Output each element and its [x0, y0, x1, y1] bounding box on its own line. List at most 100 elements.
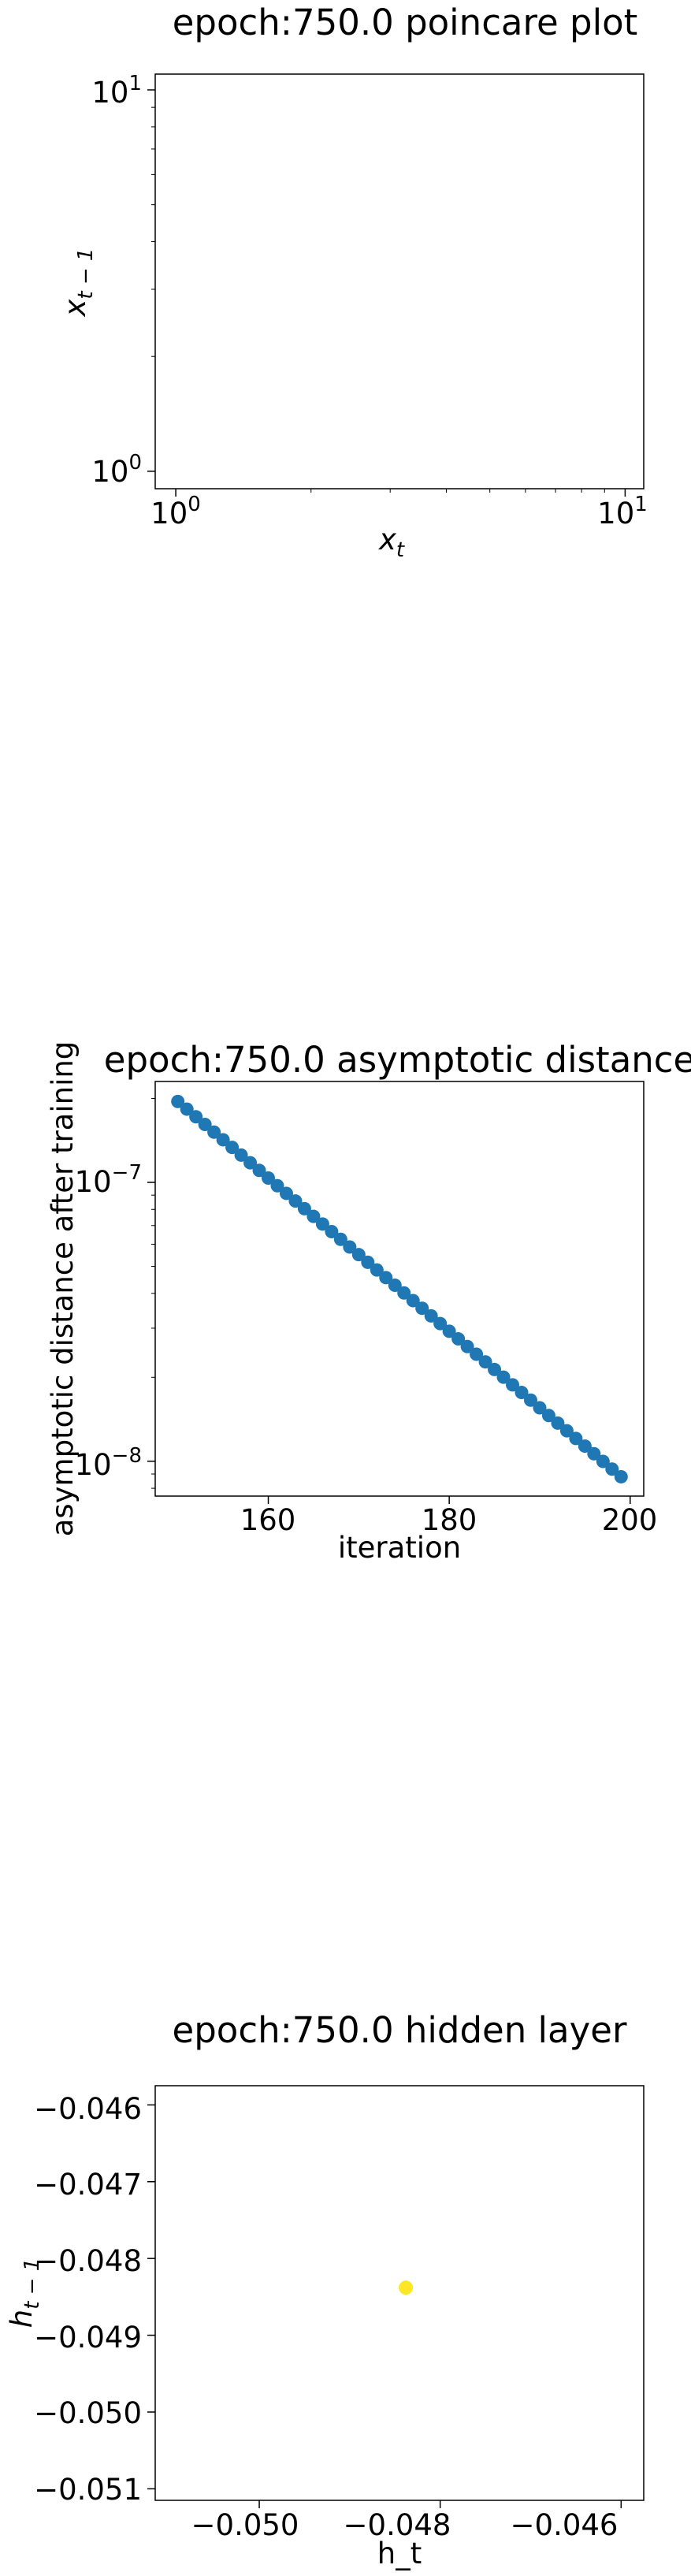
hidden-y-tick-label-5: −0.050	[34, 2396, 142, 2430]
asymptotic-title: epoch:750.0 asymptotic distance	[104, 1039, 691, 1081]
asymptotic-y-tick-label-1: 10−7	[75, 1161, 142, 1199]
asymptotic-point	[478, 1355, 492, 1369]
asymptotic-point	[523, 1393, 537, 1407]
asymptotic-point	[605, 1462, 619, 1476]
poincare-x-tick-2-base: 10	[597, 497, 634, 530]
asymptotic-point	[315, 1217, 329, 1231]
poincare-xlabel-sub: t	[396, 538, 405, 562]
asymptotic-point	[388, 1279, 402, 1293]
poincare-y-tick-1-base: 10	[91, 455, 128, 489]
asymptotic-point	[442, 1324, 456, 1338]
asymptotic-point	[234, 1148, 248, 1162]
asymptotic-y-tick-1-base: 10	[75, 1165, 112, 1199]
hidden-title: epoch:750.0 hidden layer	[173, 2009, 627, 2051]
asymptotic-point	[198, 1118, 212, 1132]
poincare-ylabel: xt − 1	[58, 248, 98, 318]
poincare-x-tick-1-exp: 0	[188, 493, 201, 516]
svg-text:100: 100	[91, 451, 142, 489]
hidden-ylabel-main: h	[5, 2310, 39, 2328]
asymptotic-point	[189, 1110, 203, 1124]
asymptotic-x-tick-label-160: 160	[240, 1503, 296, 1537]
asymptotic-x-tick-label-200: 200	[602, 1503, 658, 1537]
asymptotic-xlabel: iteration	[338, 1531, 461, 1565]
asymptotic-point	[225, 1141, 240, 1155]
hidden-axes-frame	[154, 2085, 645, 2501]
poincare-xlabel-main: x	[378, 523, 397, 557]
asymptotic-point	[551, 1416, 565, 1430]
hidden-point	[399, 2280, 414, 2295]
hidden-y-tick-label-6: −0.051	[34, 2473, 142, 2507]
asymptotic-point	[397, 1286, 411, 1300]
asymptotic-series	[171, 1094, 628, 1483]
asymptotic-point	[596, 1454, 610, 1469]
asymptotic-point	[252, 1163, 266, 1178]
asymptotic-point	[171, 1094, 185, 1108]
hidden-y-tick-label-3: −0.048	[34, 2244, 142, 2278]
asymptotic-point	[496, 1370, 511, 1384]
asymptotic-point	[279, 1186, 293, 1201]
asymptotic-chart: epoch:750.0 asymptotic distance 10−7 10−…	[46, 1039, 691, 1565]
hidden-ylabel-sub: t − 1	[20, 2258, 44, 2310]
poincare-xlabel: xt	[378, 523, 405, 562]
asymptotic-point	[587, 1446, 601, 1461]
hidden-x-tick-label-2: −0.048	[344, 2508, 451, 2542]
asymptotic-point	[351, 1248, 366, 1262]
asymptotic-y-tick-label-2: 10−8	[75, 1444, 142, 1482]
asymptotic-point	[297, 1201, 311, 1215]
asymptotic-point	[515, 1386, 529, 1400]
hidden-ylabel: ht − 1	[5, 2258, 44, 2328]
asymptotic-point	[379, 1271, 393, 1285]
asymptotic-point	[306, 1209, 321, 1223]
asymptotic-point	[343, 1240, 357, 1254]
asymptotic-ylabel: asymptotic distance after training	[46, 1041, 80, 1537]
asymptotic-y-tick-1-exp: −7	[112, 1161, 142, 1185]
asymptotic-point	[288, 1194, 303, 1208]
hidden-y-tick-label-1: −0.046	[34, 2092, 142, 2126]
poincare-y-tick-2-exp: 1	[128, 72, 142, 95]
asymptotic-point	[506, 1378, 520, 1392]
asymptotic-y-tick-2-exp: −8	[112, 1444, 142, 1468]
poincare-ylabel-sub: t − 1	[74, 248, 98, 300]
asymptotic-point	[424, 1308, 438, 1323]
svg-text:10−7: 10−7	[75, 1161, 142, 1199]
asymptotic-x-tick-label-180: 180	[422, 1503, 477, 1537]
svg-text:xt − 1: xt − 1	[58, 248, 98, 318]
poincare-y-tick-1-exp: 0	[128, 451, 142, 475]
hidden-xlabel: h_t	[377, 2537, 422, 2570]
asymptotic-point	[614, 1469, 628, 1483]
asymptotic-point	[333, 1232, 347, 1246]
poincare-x-tick-label-1: 100	[150, 493, 201, 530]
asymptotic-point	[541, 1409, 555, 1423]
hidden-y-tick-label-4: −0.049	[34, 2321, 142, 2355]
asymptotic-y-tick-2-base: 10	[75, 1448, 112, 1482]
asymptotic-point	[216, 1133, 230, 1147]
asymptotic-point	[415, 1301, 429, 1316]
poincare-y-tick-2-base: 10	[91, 76, 128, 110]
hidden-chart: epoch:750.0 hidden layer −0.046 −0.047 −…	[5, 2009, 645, 2570]
asymptotic-ticks	[147, 1097, 631, 1504]
asymptotic-point	[470, 1347, 484, 1361]
poincare-y-tick-label-1: 100	[91, 451, 142, 489]
poincare-axes-frame	[154, 73, 645, 490]
svg-text:101: 101	[597, 493, 648, 530]
hidden-y-tick-label-2: −0.047	[34, 2168, 142, 2202]
poincare-x-tick-label-2: 101	[597, 493, 648, 530]
asymptotic-point	[569, 1431, 583, 1446]
poincare-x-tick-1-base: 10	[150, 497, 188, 530]
asymptotic-point	[488, 1362, 502, 1376]
asymptotic-point	[243, 1156, 258, 1170]
asymptotic-point	[262, 1171, 276, 1186]
asymptotic-point	[578, 1439, 592, 1454]
hidden-ticks	[147, 2104, 622, 2508]
svg-text:100: 100	[150, 493, 201, 530]
poincare-x-tick-2-exp: 1	[634, 493, 648, 516]
poincare-chart: epoch:750.0 poincare plot 100 101 100 10…	[58, 2, 648, 562]
asymptotic-point	[207, 1125, 221, 1139]
poincare-ylabel-main: x	[58, 298, 92, 317]
asymptotic-point	[433, 1316, 448, 1331]
poincare-y-tick-label-2: 101	[91, 72, 142, 110]
asymptotic-point	[559, 1424, 574, 1438]
svg-text:10−8: 10−8	[75, 1444, 142, 1482]
asymptotic-point	[406, 1294, 420, 1308]
